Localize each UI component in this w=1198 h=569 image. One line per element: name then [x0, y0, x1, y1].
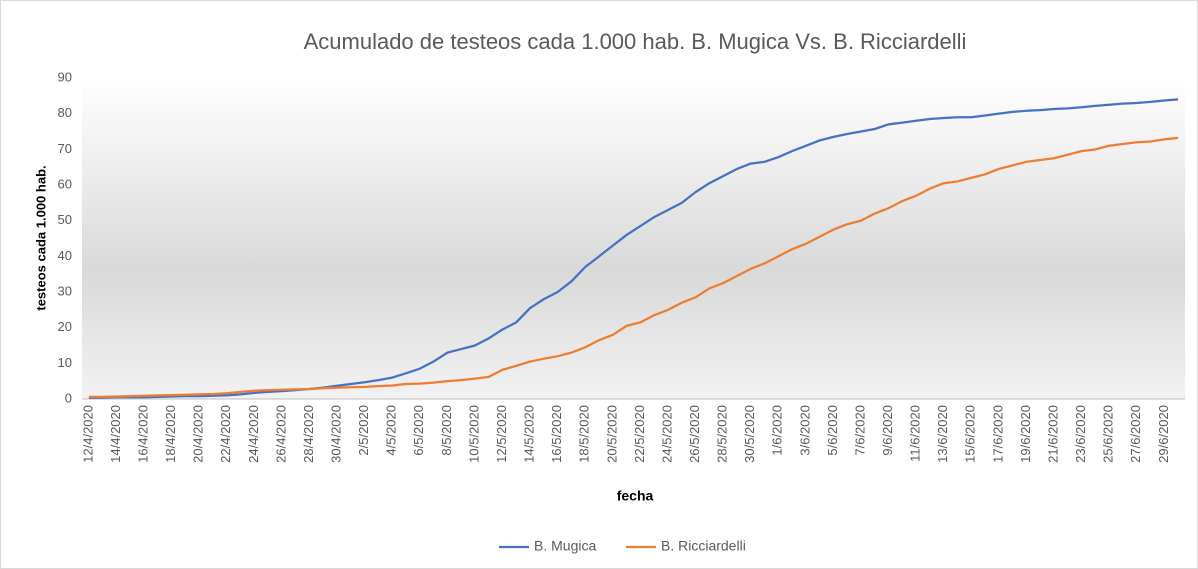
y-tick-label: 10 [58, 355, 72, 370]
y-tick-label: 30 [58, 283, 72, 298]
x-tick-label: 10/5/2020 [466, 405, 481, 463]
y-axis-title: testeos cada 1.000 hab. [33, 165, 48, 310]
x-tick-label: 11/6/2020 [908, 405, 923, 462]
y-tick-label: 50 [58, 212, 72, 227]
x-tick-label: 30/4/2020 [329, 405, 344, 463]
x-tick-label: 19/6/2020 [1018, 405, 1033, 463]
legend-label: B. Mugica [534, 538, 596, 554]
x-tick-label: 23/6/2020 [1073, 405, 1088, 463]
x-axis-title: fecha [617, 488, 654, 504]
x-tick-label: 15/6/2020 [963, 405, 978, 463]
x-tick-label: 24/5/2020 [659, 405, 674, 463]
x-tick-label: 16/4/2020 [135, 405, 150, 463]
x-tick-label: 30/5/2020 [742, 405, 757, 463]
x-tick-label: 14/4/2020 [108, 405, 123, 463]
chart-title: Acumulado de testeos cada 1.000 hab. B. … [304, 29, 967, 54]
y-tick-label: 80 [58, 105, 72, 120]
x-tick-label: 1/6/2020 [770, 405, 785, 456]
x-tick-label: 3/6/2020 [797, 405, 812, 456]
x-tick-label: 2/5/2020 [356, 405, 371, 456]
x-tick-label: 13/6/2020 [935, 405, 950, 463]
x-tick-label: 26/4/2020 [273, 405, 288, 463]
x-tick-label: 16/5/2020 [549, 405, 564, 463]
x-tick-label: 22/5/2020 [632, 405, 647, 463]
x-tick-label: 18/5/2020 [577, 405, 592, 463]
x-tick-label: 26/5/2020 [687, 405, 702, 463]
y-tick-label: 90 [58, 69, 72, 84]
series-line [88, 98, 1179, 400]
x-tick-label: 14/5/2020 [522, 405, 537, 463]
x-tick-label: 9/6/2020 [880, 405, 895, 456]
x-tick-label: 17/6/2020 [990, 405, 1005, 463]
x-tick-label: 20/5/2020 [604, 405, 619, 463]
x-tick-label: 12/5/2020 [494, 405, 509, 463]
x-tick-label: 28/5/2020 [715, 405, 730, 463]
y-tick-label: 60 [58, 176, 72, 191]
x-tick-label: 4/5/2020 [384, 405, 399, 456]
x-tick-label: 22/4/2020 [218, 405, 233, 463]
x-tick-label: 6/5/2020 [411, 405, 426, 456]
legend-label: B. Ricciardelli [661, 538, 746, 554]
x-tick-label: 29/6/2020 [1156, 405, 1171, 463]
y-tick-label: 40 [58, 248, 72, 263]
x-tick-label: 18/4/2020 [163, 405, 178, 463]
x-tick-label: 28/4/2020 [301, 405, 316, 463]
y-tick-label: 20 [58, 319, 72, 334]
y-tick-label: 70 [58, 141, 72, 156]
plot-area [82, 78, 1185, 399]
x-tick-label: 20/4/2020 [191, 405, 206, 463]
x-tick-label: 27/6/2020 [1128, 405, 1143, 463]
y-tick-label: 0 [65, 390, 72, 405]
x-tick-label: 21/6/2020 [1045, 405, 1060, 463]
x-tick-label: 5/6/2020 [825, 405, 840, 456]
x-tick-label: 25/6/2020 [1101, 405, 1116, 463]
x-tick-label: 24/4/2020 [246, 405, 261, 463]
x-tick-label: 8/5/2020 [439, 405, 454, 456]
series-line [88, 136, 1179, 398]
x-tick-label: 7/6/2020 [852, 405, 867, 456]
x-tick-label: 12/4/2020 [80, 405, 95, 463]
